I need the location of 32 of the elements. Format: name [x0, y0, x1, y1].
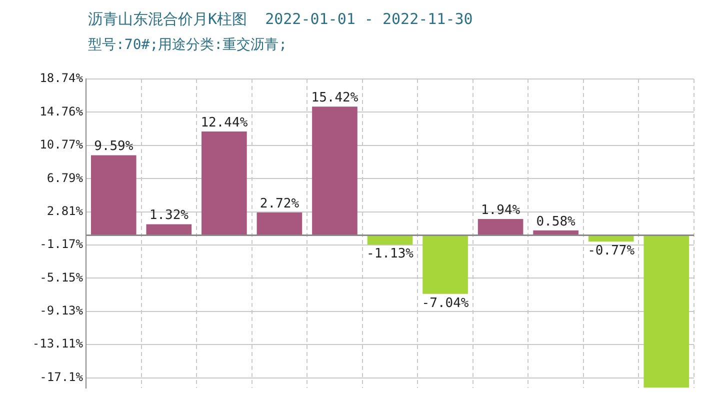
bar — [367, 235, 413, 245]
bar — [644, 235, 690, 388]
data-label: -1.13% — [366, 246, 414, 262]
bar — [478, 219, 524, 236]
bar — [422, 235, 468, 294]
y-tick-label: -5.15% — [40, 270, 84, 284]
chart-title: 沥青山东混合价月K柱图 — [88, 10, 248, 28]
bar — [312, 106, 358, 236]
y-tick-label: 14.76% — [40, 104, 84, 118]
bar — [256, 212, 302, 236]
data-label: 2.72% — [260, 196, 300, 212]
data-label: 1.32% — [149, 208, 189, 224]
y-tick-label: -17.1% — [40, 370, 84, 384]
y-tick-label: 6.79% — [46, 170, 84, 185]
y-tick-label: 18.74% — [40, 71, 84, 86]
data-label: 0.58% — [536, 214, 576, 230]
y-tick-label: 10.77% — [40, 138, 84, 152]
y-tick-label: 2.81% — [46, 204, 84, 218]
data-label: 1.94% — [480, 202, 520, 218]
data-label: -7.04% — [422, 296, 469, 311]
data-label: 9.59% — [94, 139, 134, 154]
bar — [146, 224, 192, 236]
data-label: -0.77% — [588, 244, 635, 259]
bar — [202, 132, 247, 236]
chart-subtitle: 2022-01-01 - 2022-11-30 — [265, 10, 473, 28]
y-tick-label: -13.11% — [32, 336, 84, 351]
y-tick-label: -9.13% — [40, 303, 84, 318]
bar — [90, 155, 136, 236]
data-label: 15.42% — [311, 90, 358, 106]
data-label: 12.44% — [200, 115, 248, 130]
y-tick-label: -1.17% — [40, 237, 84, 252]
text: 型号:70#;用途分类:重交沥青; — [88, 36, 288, 54]
